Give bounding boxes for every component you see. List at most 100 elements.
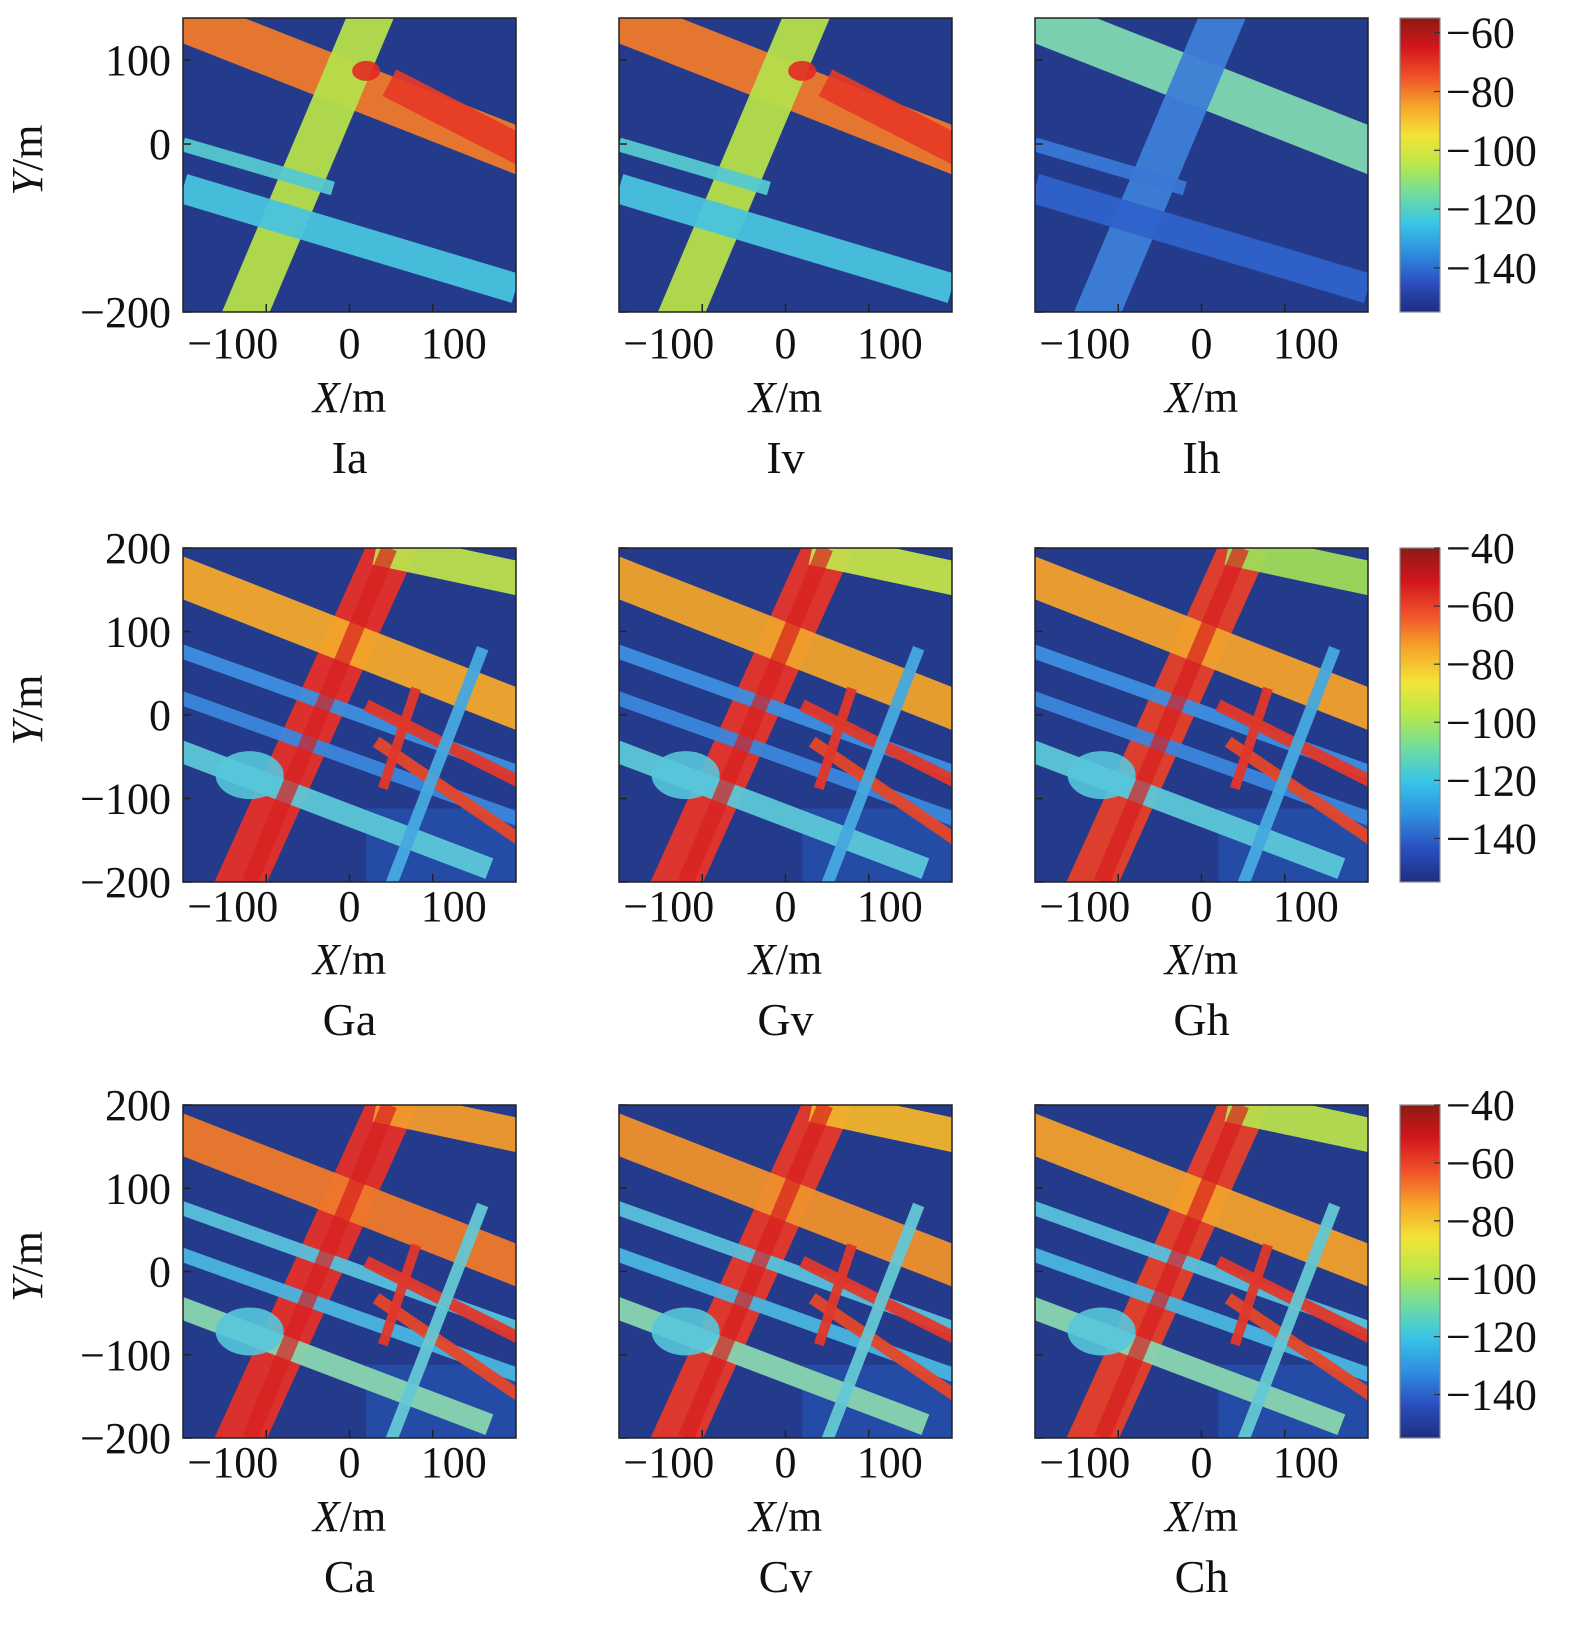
x-tick-label: −100 <box>187 319 278 368</box>
colorbar-tick-label: −80 <box>1446 640 1515 689</box>
panel-Ga: −100 0 100 X/m Ga −200 −100 0 100 200 Y/m <box>3 524 517 1045</box>
heatmap-roads-Iv <box>619 18 952 312</box>
y-tick-label: 0 <box>149 120 171 169</box>
x-tick-label: 100 <box>421 882 487 931</box>
colorbar-tick-label: −40 <box>1446 1081 1515 1130</box>
panel-Ca: −100 0 100 X/m Ca −200 −100 0 100 200 Y/m <box>3 1081 517 1602</box>
heatmap-roads-Gh <box>1035 548 1368 882</box>
x-axis-label: X/m <box>1163 935 1238 984</box>
x-tick-label: −100 <box>623 1438 714 1487</box>
x-axis-label: X/m <box>747 1492 822 1541</box>
heatmap-roads-Gv <box>619 548 952 882</box>
colorbar-I: −60 −80 −100 −120 −140 <box>1399 9 1537 313</box>
colorbar-tick-label: −80 <box>1446 1197 1515 1246</box>
x-axis-label: X/m <box>311 935 386 984</box>
x-tick-label: 100 <box>1273 319 1339 368</box>
y-tick-label: 200 <box>105 1081 171 1130</box>
y-tick-label: 100 <box>105 1164 171 1213</box>
heatmap-roads-Ia <box>183 18 516 312</box>
colorbar-gradient <box>1399 17 1441 313</box>
panel-Cv: −100 0 100 X/m Cv <box>618 1104 953 1602</box>
panel-Ch: −100 0 100 X/m Ch <box>1034 1104 1369 1602</box>
panel-Gh: −100 0 100 X/m Gh <box>1034 547 1369 1045</box>
x-axis-label: X/m <box>311 373 386 422</box>
x-tick-label: −100 <box>1039 1438 1130 1487</box>
y-tick-label: 100 <box>105 608 171 657</box>
x-axis-label: X/m <box>1163 373 1238 422</box>
heatmap-roads-Ga <box>183 548 516 882</box>
y-tick-label: 100 <box>105 36 171 85</box>
x-tick-label: 100 <box>1273 882 1339 931</box>
colorbar-tick-label: −60 <box>1446 1139 1515 1188</box>
x-axis-label: X/m <box>1163 1492 1238 1541</box>
x-tick-label: 100 <box>857 319 923 368</box>
panel-Ia: −100 0 100 X/m Ia −200 0 100 Y/m <box>3 17 517 483</box>
x-tick-label: 100 <box>421 1438 487 1487</box>
x-tick-label: 0 <box>339 319 361 368</box>
y-tick-label: −100 <box>80 1331 171 1380</box>
x-tick-label: 100 <box>1273 1438 1339 1487</box>
y-tick-label: −200 <box>80 1414 171 1463</box>
colorbar-tick-label: −100 <box>1446 698 1537 747</box>
heatmap-roads-Ca <box>183 1105 516 1438</box>
colorbar-tick-label: −100 <box>1446 126 1537 175</box>
panel-caption: Gv <box>757 994 813 1045</box>
x-tick-label: 0 <box>1191 882 1213 931</box>
panel-caption: Gh <box>1173 994 1229 1045</box>
panel-Ih: −100 0 100 X/m Ih <box>1034 17 1369 483</box>
panel-caption: Ga <box>323 994 377 1045</box>
colorbar-tick-label: −140 <box>1446 814 1537 863</box>
x-tick-label: −100 <box>623 882 714 931</box>
colorbar-tick-label: −40 <box>1446 524 1515 573</box>
y-axis-label: Y/m <box>3 675 52 746</box>
y-tick-label: 0 <box>149 691 171 740</box>
heatmap-roads-Ch <box>1035 1105 1368 1438</box>
colorbar-tick-label: −100 <box>1446 1255 1537 1304</box>
heatmap-roads-Cv <box>619 1105 952 1438</box>
panel-caption: Ia <box>332 432 368 483</box>
y-tick-label: −100 <box>80 775 171 824</box>
x-tick-label: 100 <box>857 1438 923 1487</box>
colorbar-tick-label: −120 <box>1446 756 1537 805</box>
x-tick-label: 0 <box>1191 1438 1213 1487</box>
panel-caption: Iv <box>766 432 804 483</box>
panel-caption: Ca <box>324 1551 375 1602</box>
panel-caption: Ch <box>1175 1551 1229 1602</box>
colorbar-tick-label: −80 <box>1446 68 1515 117</box>
x-axis-label: X/m <box>747 935 822 984</box>
panel-caption: Cv <box>759 1551 813 1602</box>
colorbar-tick-label: −60 <box>1446 9 1515 58</box>
colorbar-tick-label: −140 <box>1446 244 1537 293</box>
x-tick-label: −100 <box>623 319 714 368</box>
y-tick-label: 200 <box>105 524 171 573</box>
x-tick-label: 100 <box>857 882 923 931</box>
x-tick-label: 0 <box>775 1438 797 1487</box>
colorbar-tick-label: −60 <box>1446 582 1515 631</box>
colorbar-gradient <box>1399 547 1441 883</box>
colorbar-G: −40 −60 −80 −100 −120 −140 <box>1399 524 1537 883</box>
colorbar-C: −40 −60 −80 −100 −120 −140 <box>1399 1081 1537 1439</box>
colorbar-tick-label: −120 <box>1446 1313 1537 1362</box>
x-tick-label: 100 <box>421 319 487 368</box>
panel-caption: Ih <box>1182 432 1220 483</box>
x-tick-label: −100 <box>187 1438 278 1487</box>
x-axis-label: X/m <box>747 373 822 422</box>
x-tick-label: 0 <box>339 1438 361 1487</box>
heatmap-roads-Ih <box>1035 18 1368 312</box>
x-tick-label: −100 <box>1039 882 1130 931</box>
colorbar-gradient <box>1399 1104 1441 1439</box>
panel-Gv: −100 0 100 X/m Gv <box>618 547 953 1045</box>
y-tick-label: −200 <box>80 858 171 907</box>
y-axis-label: Y/m <box>3 1231 52 1302</box>
colorbar-tick-label: −120 <box>1446 185 1537 234</box>
x-tick-label: 0 <box>1191 319 1213 368</box>
x-tick-label: −100 <box>187 882 278 931</box>
y-tick-label: −200 <box>80 288 171 337</box>
colorbar-tick-label: −140 <box>1446 1371 1537 1420</box>
y-axis-label: Y/m <box>3 125 52 196</box>
x-tick-label: 0 <box>339 882 361 931</box>
x-axis-label: X/m <box>311 1492 386 1541</box>
y-tick-label: 0 <box>149 1248 171 1297</box>
panel-Iv: −100 0 100 X/m Iv <box>618 17 953 483</box>
